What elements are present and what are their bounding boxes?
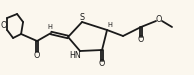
Text: O: O (1, 22, 7, 31)
Text: O: O (138, 35, 144, 44)
Text: O: O (34, 50, 40, 59)
Text: H: H (108, 22, 113, 28)
Text: O: O (156, 14, 162, 23)
Text: HN: HN (69, 50, 81, 59)
Text: S: S (80, 14, 85, 22)
Text: O: O (99, 59, 105, 68)
Text: H: H (48, 24, 53, 30)
